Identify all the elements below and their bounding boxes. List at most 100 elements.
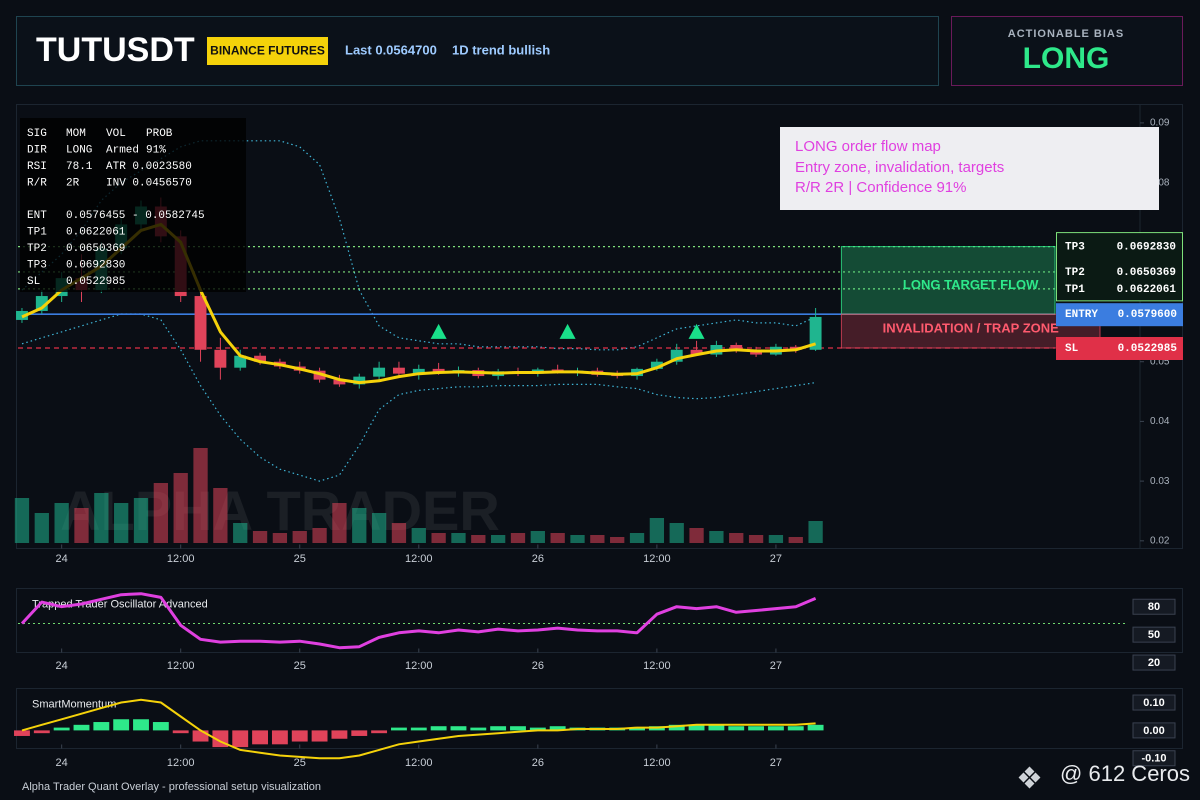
momentum-bar [351,730,368,736]
level-value: 0.0522985 [1118,343,1178,355]
momentum-bar [93,722,110,731]
momentum-bar [668,724,685,731]
candle-body [412,368,425,374]
volume-bar [748,535,764,543]
x-tick-label: 27 [770,553,782,565]
stats-table: SIG MOM VOL PROB DIR LONG Armed 91% RSI 78.1 ATR 0… [27,128,205,288]
y-tick-label: 0.04 [1150,416,1170,427]
volume-bar [649,518,665,543]
candle-body [234,355,247,368]
level-name: TP1 [1065,284,1085,296]
panel-frame [16,688,1183,749]
stats-cell: SL [27,276,40,288]
stats-cell: 0.0576455 - 0.0582745 [66,210,205,222]
x-tick-label: 26 [532,757,544,769]
volume-bar [570,535,585,543]
stats-cell: TP3 [27,259,47,271]
momentum-bar [807,724,824,731]
stats-cell: PROB [146,128,173,140]
symbol: TUTUSDT [36,31,195,69]
panel-frame [16,104,1183,549]
momentum-bar [410,727,427,731]
level-value: 0.0692830 [1117,242,1176,254]
momentum-bar [73,724,90,731]
momentum-bar [371,730,388,734]
level-value: 0.0579600 [1118,309,1177,321]
stats-cell: 0.0692830 [66,259,125,271]
stats-cell: 0.0650369 [66,243,125,255]
logo-part [1018,772,1029,783]
volume-bar [352,508,367,543]
x-tick-label: 26 [532,553,544,565]
x-tick-label: 27 [770,757,782,769]
momentum-bar [311,730,328,742]
candle-body [730,345,743,351]
logo-part [1024,778,1035,789]
volume-bar [94,493,109,543]
level-label-box [1056,336,1183,360]
exchange: BINANCE FUTURES [210,44,325,58]
volume-bar [788,537,803,543]
momentum-bar [192,730,209,742]
signal-marker [688,323,705,339]
note-box [780,127,1159,210]
momentum-bar [688,724,705,731]
x-tick-label: 12:00 [167,553,195,565]
panel-title: SmartMomentum [32,698,116,710]
momentum-bar [113,719,130,731]
momentum-bar [152,722,169,731]
y-tick-label: 0.09 [1150,118,1170,129]
y-tick-box [1132,750,1176,767]
candle-body [254,355,267,362]
volume-bar [590,535,605,543]
volume-bar [768,535,784,543]
x-tick-label: 26 [532,660,544,672]
stats-cell: ATR 0.0023580 [106,161,192,173]
volume-bar [233,523,248,543]
volume-bar [193,448,208,543]
x-tick-label: 27 [770,660,782,672]
momentum-bar [172,730,189,734]
candle-body [809,316,822,350]
credit: @ 612 Ceros [1060,761,1190,786]
momentum-bar [748,726,765,731]
volume-bar [371,513,387,543]
note-line: R/R 2R | Confidence 91% [795,179,966,196]
momentum-bar [33,730,50,734]
x-tick-label: 24 [56,757,68,769]
candle-body [750,350,763,355]
momentum-bar [331,730,348,739]
volume-bar [54,503,69,543]
x-tick-label: 12:00 [643,553,671,565]
candle-body [214,349,227,368]
momentum-bar [14,730,30,736]
x-tick-label: 25 [294,660,306,672]
x-tick-label: 12:00 [167,757,195,769]
momentum-bar [450,726,467,731]
momentum-line [21,698,816,760]
stats-cell: ENT [27,210,47,222]
candle-body [194,296,207,350]
candle-body [670,349,683,362]
stats-cell: 2R [66,177,80,189]
bias-value: LONG [1023,42,1110,75]
momentum-bar [529,727,546,731]
momentum-bar [787,726,804,731]
momentum-bar [232,730,249,748]
note-line: LONG order flow map [795,138,941,155]
momentum-bar [133,719,149,731]
level-labels: TP3 0.0692830 TP2 0.0650369 TP1 0.0622061 ENTR… [1056,232,1183,767]
stats-cell: Armed [106,144,139,156]
stats-cell: R/R [27,177,47,189]
stats-cell: MOM [66,128,86,140]
momentum-bar [510,726,526,731]
volume-bar [709,531,724,543]
volume-bar [431,533,446,543]
level-value: 0.0650369 [1117,267,1176,279]
signal-marker [430,323,447,339]
momentum-bar [629,727,645,731]
volume-bar [510,533,526,543]
volume-bar [550,533,565,543]
stats-cell: 91% [146,144,166,156]
